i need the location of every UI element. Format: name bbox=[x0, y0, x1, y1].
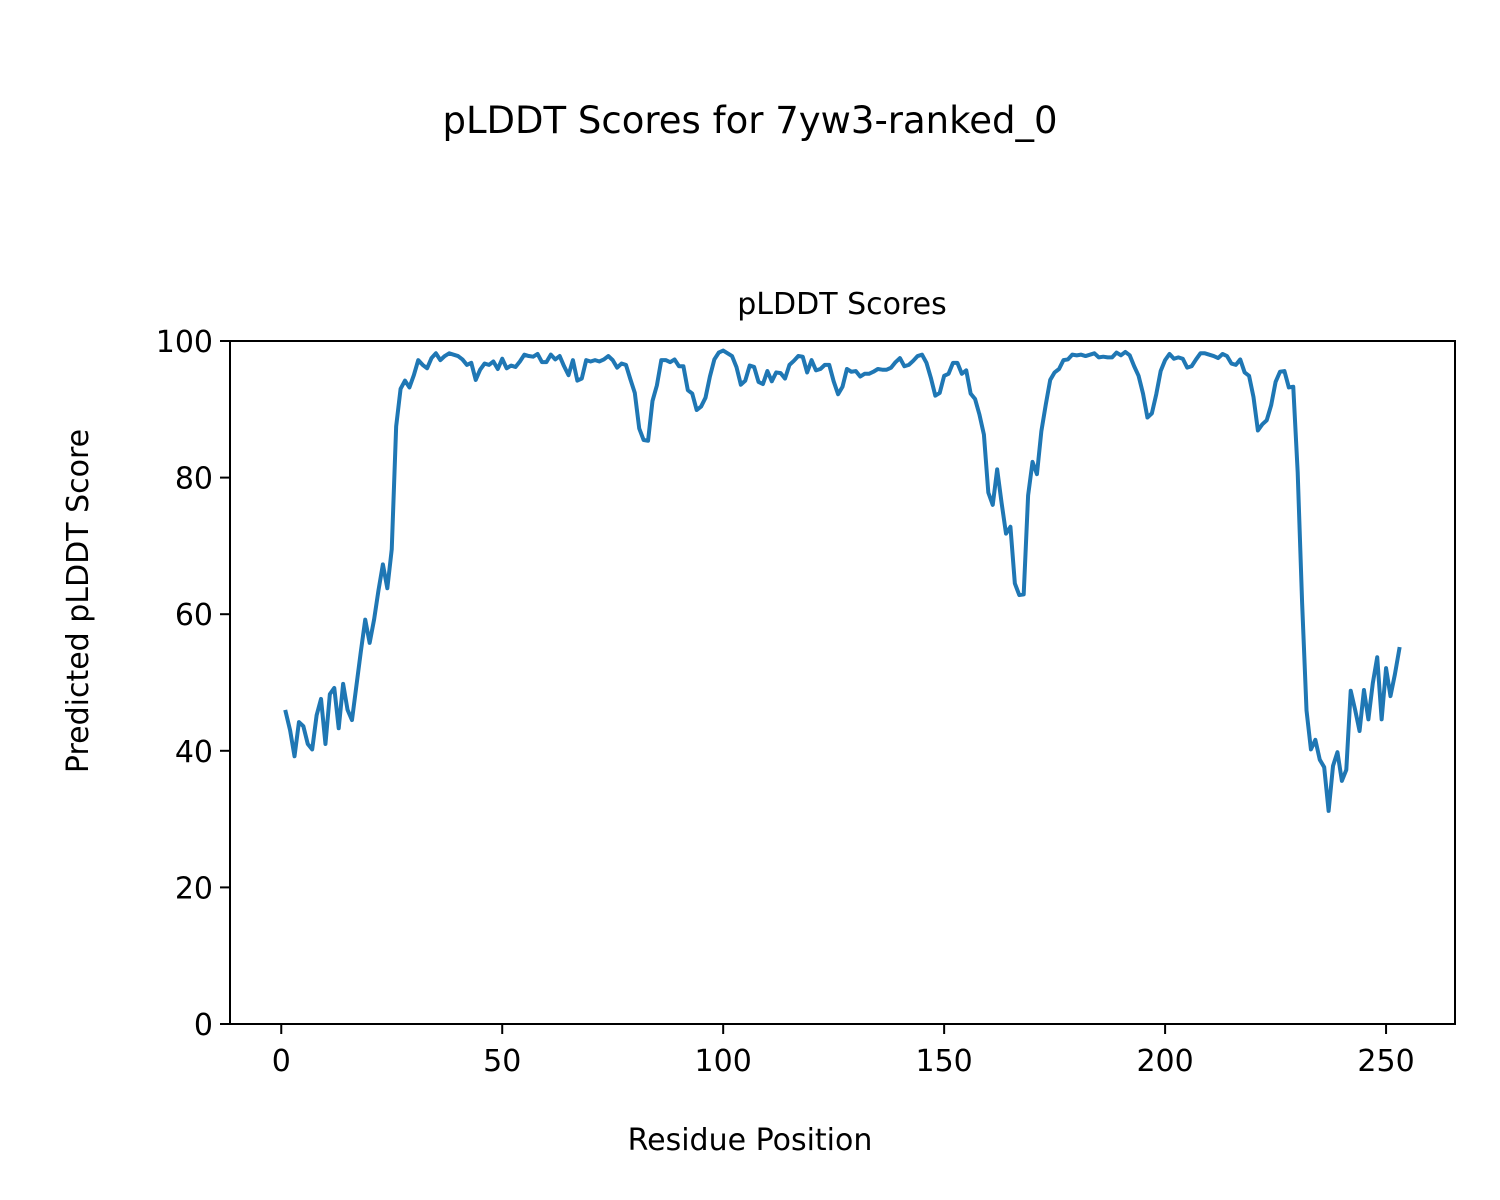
y-tick-label: 60 bbox=[175, 598, 213, 633]
x-tick-label: 50 bbox=[483, 1044, 521, 1079]
y-tick-label: 40 bbox=[175, 735, 213, 770]
figure-title: pLDDT Scores for 7yw3-ranked_0 bbox=[442, 99, 1057, 142]
x-axis-label: Residue Position bbox=[628, 1123, 873, 1158]
series-line-0 bbox=[286, 351, 1400, 811]
x-tick-label: 100 bbox=[695, 1044, 752, 1079]
x-tick-label: 150 bbox=[916, 1044, 973, 1079]
y-tick-label: 20 bbox=[175, 871, 213, 906]
axes-title: pLDDT Scores bbox=[737, 287, 946, 322]
x-tick-label: 0 bbox=[272, 1044, 291, 1079]
y-tick-label: 100 bbox=[156, 325, 213, 360]
plot-area bbox=[286, 351, 1400, 811]
axes-frame bbox=[230, 341, 1455, 1024]
x-tick-label: 250 bbox=[1357, 1044, 1414, 1079]
y-axis-label: Predicted pLDDT Score bbox=[61, 429, 96, 773]
y-tick-label: 0 bbox=[194, 1008, 213, 1043]
y-tick-label: 80 bbox=[175, 462, 213, 497]
x-tick-label: 200 bbox=[1136, 1044, 1193, 1079]
